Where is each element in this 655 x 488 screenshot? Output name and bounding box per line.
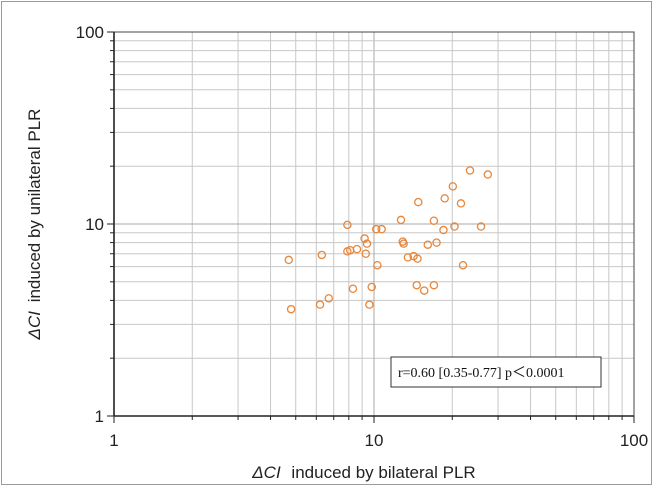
y-axis-label-text: induced by unilateral PLR: [25, 109, 44, 303]
data-point-24: [412, 280, 421, 290]
data-point-17: [373, 260, 382, 270]
data-point-4: [317, 250, 327, 260]
data-points: [284, 166, 493, 314]
data-point-36: [456, 199, 466, 208]
data-point-32: [439, 225, 448, 235]
data-point-15: [367, 282, 376, 292]
y-tick-label-100: 100: [76, 23, 104, 42]
data-point-5: [324, 294, 334, 303]
data-point-14: [365, 300, 374, 309]
data-point-29: [429, 216, 439, 225]
data-point-22: [403, 253, 413, 262]
data-point-33: [440, 194, 449, 203]
y-axis-label-symbol: ΔCI: [25, 311, 44, 341]
data-point-27: [419, 286, 429, 295]
data-point-25: [413, 254, 422, 263]
data-point-28: [423, 240, 433, 249]
data-point-34: [448, 182, 458, 191]
x-tick-label-100: 100: [620, 431, 648, 450]
annotation-box: [390, 356, 602, 388]
data-point-11: [360, 234, 369, 243]
data-point-31: [432, 238, 441, 247]
x-axis-label-text: induced by bilateral PLR: [291, 463, 475, 482]
data-point-21: [399, 239, 408, 248]
data-point-39: [476, 222, 486, 231]
data-point-1: [284, 255, 293, 265]
y-tick-label-1: 1: [95, 407, 104, 426]
data-point-37: [458, 260, 468, 270]
data-point-10: [352, 244, 362, 254]
data-point-40: [483, 170, 493, 179]
data-point-13: [362, 239, 372, 248]
data-point-30: [429, 280, 439, 290]
y-tick-label-10: 10: [85, 215, 104, 234]
x-axis-label: ΔCI induced by bilateral PLR: [251, 463, 475, 482]
data-point-9: [348, 284, 358, 294]
x-tick-label-10: 10: [365, 431, 384, 450]
data-point-16: [371, 224, 381, 234]
data-point-18: [377, 224, 386, 234]
data-point-12: [361, 249, 371, 258]
data-point-38: [465, 166, 475, 175]
x-axis-label-symbol: ΔCI: [251, 463, 281, 482]
data-point-6: [343, 220, 352, 230]
x-tick-label-1: 1: [109, 431, 118, 450]
data-point-2: [286, 304, 296, 314]
data-point-19: [396, 215, 406, 225]
data-point-3: [315, 300, 325, 309]
axes: [107, 31, 635, 423]
y-axis-label: ΔCI induced by unilateral PLR: [25, 109, 44, 341]
data-point-35: [450, 222, 459, 231]
annotation-text: r=0.60 [0.35-0.77] p＜0.0001: [398, 366, 565, 381]
data-point-26: [414, 197, 423, 207]
